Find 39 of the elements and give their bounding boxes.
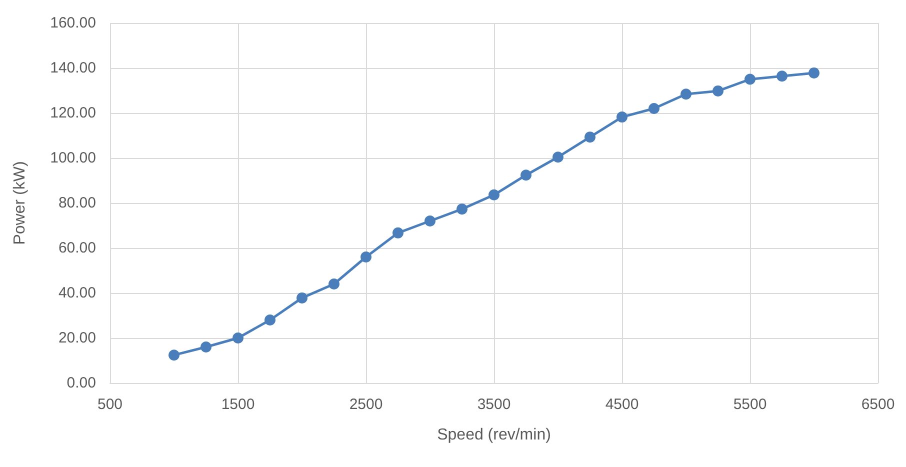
x-tick-label: 1500 bbox=[221, 396, 255, 413]
point bbox=[712, 85, 724, 96]
x-tick-label: 6500 bbox=[861, 396, 895, 413]
point bbox=[616, 112, 628, 123]
point bbox=[296, 292, 308, 304]
y-tick-label: 20.00 bbox=[58, 330, 96, 346]
point bbox=[648, 103, 660, 114]
point bbox=[360, 252, 372, 262]
x-tick-label: 3500 bbox=[477, 396, 511, 413]
y-tick-label: 0.00 bbox=[66, 374, 96, 392]
point bbox=[520, 170, 532, 181]
point bbox=[424, 216, 436, 226]
y-tick-label: 160.00 bbox=[50, 14, 96, 32]
y-tick-label: 60.00 bbox=[58, 240, 96, 256]
x-tick-label: 2500 bbox=[349, 396, 383, 413]
point bbox=[232, 332, 244, 344]
x-tick-label: 5500 bbox=[733, 396, 767, 413]
point bbox=[488, 189, 500, 200]
point bbox=[200, 342, 212, 352]
point bbox=[808, 67, 820, 78]
point bbox=[392, 227, 404, 238]
y-tick-label: 80.00 bbox=[58, 194, 96, 212]
point bbox=[552, 152, 564, 163]
point bbox=[744, 74, 756, 85]
point bbox=[680, 88, 692, 100]
point bbox=[456, 204, 468, 215]
x-tick-label: 500 bbox=[97, 396, 123, 413]
y-tick-label: 40.00 bbox=[58, 284, 96, 302]
point bbox=[264, 314, 276, 326]
y-tick-label: 120.00 bbox=[50, 104, 96, 122]
point bbox=[776, 70, 788, 82]
y-axis-title: Power (kW) bbox=[12, 161, 28, 245]
point bbox=[328, 278, 340, 290]
x-tick-label: 4500 bbox=[605, 396, 639, 413]
x-axis-title: Speed (rev/min) bbox=[437, 426, 551, 444]
point bbox=[168, 350, 180, 361]
point bbox=[584, 132, 596, 143]
y-tick-label: 140.00 bbox=[50, 60, 96, 76]
y-tick-label: 100.00 bbox=[50, 150, 96, 166]
